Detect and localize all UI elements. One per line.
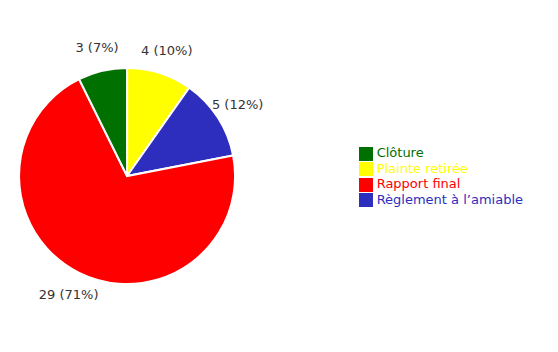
svg-text:3 (7%): 3 (7%)	[75, 40, 118, 55]
html-text:Plainte retirée: Plainte retirée	[376, 160, 468, 176]
svg-text:29 (71%): 29 (71%)	[39, 287, 99, 302]
svg-text:5 (12%): 5 (12%)	[212, 97, 263, 112]
html-text:Rapport final: Rapport final	[376, 176, 461, 191]
html-text:Clôture: Clôture	[376, 145, 424, 160]
html-text:Règlement à l’amiable: Règlement à l’amiable	[376, 191, 523, 207]
svg-text:4 (10%): 4 (10%)	[141, 43, 192, 58]
